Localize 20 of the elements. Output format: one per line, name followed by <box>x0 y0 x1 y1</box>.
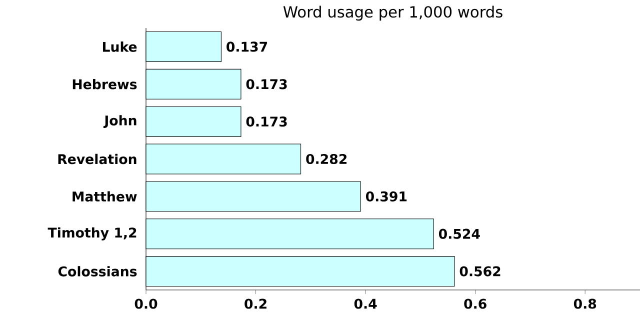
x-tick-label: 0.4 <box>354 298 377 309</box>
data-label: 0.562 <box>460 266 500 276</box>
y-tick-label: Matthew <box>72 191 137 202</box>
y-tick-label: Hebrews <box>72 78 137 90</box>
y-tick-label: Revelation <box>58 154 136 164</box>
data-label: 0.391 <box>366 191 407 202</box>
x-tick-label: 0.2 <box>244 298 266 309</box>
data-label: 0.282 <box>306 154 347 164</box>
data-label: 0.137 <box>226 42 268 52</box>
data-label: 0.173 <box>246 116 287 127</box>
chart-title: Word usage per 1,000 words <box>283 6 502 21</box>
x-tick-label: 0.0 <box>134 298 158 309</box>
data-label: 0.173 <box>246 79 287 90</box>
data-label: 0.524 <box>438 228 480 239</box>
x-tick-label: 0.8 <box>574 298 596 309</box>
y-tick-label: John <box>103 115 136 128</box>
x-tick-label: 0.6 <box>464 298 486 309</box>
y-tick-label: Colossians <box>58 266 137 276</box>
y-tick-label: Timothy 1,2 <box>48 227 136 240</box>
y-tick-label: Luke <box>102 42 137 52</box>
